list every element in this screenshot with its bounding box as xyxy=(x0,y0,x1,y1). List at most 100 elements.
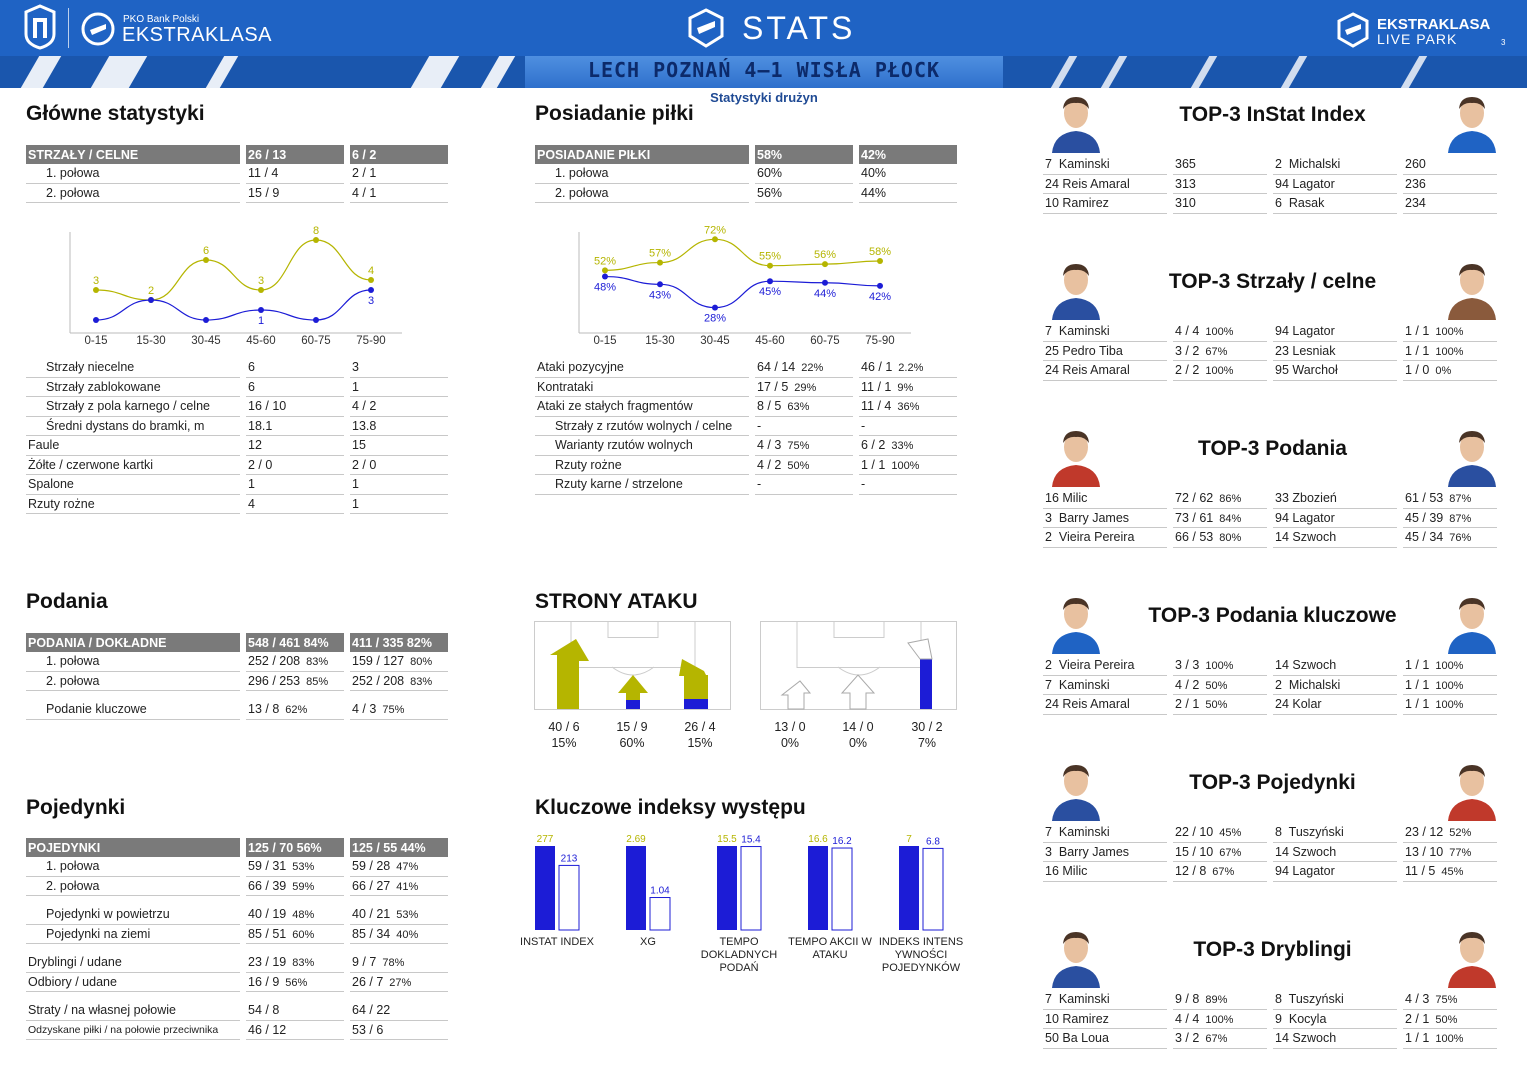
data-point xyxy=(767,278,773,285)
value-with-percent: - xyxy=(757,477,761,491)
point-label: 1 xyxy=(258,315,264,327)
value-with-percent: 54 / 8 xyxy=(248,1003,279,1017)
percent: 100% xyxy=(1435,699,1464,712)
value-with-percent: 66 / 53 80% xyxy=(1175,530,1241,544)
value-with-percent: 2 / 1 50% xyxy=(1405,1012,1457,1026)
table-row: Odzyskane piłki / na połowie przeciwnika… xyxy=(26,1021,448,1040)
player-name: 24 Reis Amaral xyxy=(1043,175,1167,194)
player-name: 50 Ba Loua xyxy=(1043,1029,1167,1049)
away-player-photo xyxy=(1448,765,1496,821)
main-stats-details-table: Strzały niecelne 6 3 Strzały zablokowane 6 1 S… xyxy=(26,358,448,514)
table-row: Rzuty karne / strzelone - - xyxy=(535,475,957,495)
table-row: Kontrataki 17 / 5 29% 11 / 1 9% xyxy=(535,378,957,397)
duels-title: Pojedynki xyxy=(26,796,126,819)
value: 40 / 21 xyxy=(352,907,391,922)
player-value: 1 / 1 100% xyxy=(1403,342,1497,361)
gap-cell xyxy=(246,691,344,700)
row-label: Straty / na własnej połowie xyxy=(26,1001,240,1021)
value-with-percent: 11 / 5 45% xyxy=(1405,864,1463,878)
away-value-label: 6.8 xyxy=(926,836,940,847)
value: 4 / 3 xyxy=(757,438,782,453)
home-value: 4 xyxy=(246,495,344,514)
data-point xyxy=(203,317,209,323)
key-indices-title: Kluczowe indeksy występu xyxy=(535,796,806,819)
player-name: 16 Milic xyxy=(1043,489,1167,509)
data-point xyxy=(657,281,663,288)
cell-spacer xyxy=(344,145,350,164)
data-point xyxy=(93,317,99,323)
player-value: 61 / 53 87% xyxy=(1403,489,1497,509)
value-with-percent: 59 / 28 47% xyxy=(352,859,418,873)
value-with-percent: 4 / 2 50% xyxy=(1175,678,1227,692)
value: 9 / 7 xyxy=(352,955,377,970)
home-value: 17 / 5 29% xyxy=(755,378,853,397)
attack-side-stat: 13 / 0 0% xyxy=(760,719,820,751)
x-tick-label: 45-60 xyxy=(246,335,275,347)
gap-cell xyxy=(246,896,344,905)
value-with-percent: 4 / 3 75% xyxy=(352,702,404,716)
table-row: Żółte / czerwone kartki 2 / 0 2 / 0 xyxy=(26,456,448,475)
passes-table: PODANIA / DOKŁADNE 548 / 461 84% 411 / 335… xyxy=(26,633,448,720)
player-hair xyxy=(1063,264,1089,276)
value: 159 / 127 xyxy=(352,654,405,669)
player-name: 16 Milic xyxy=(1043,862,1167,882)
attack-side-stat: 14 / 0 0% xyxy=(828,719,888,751)
away-value: 53 / 6 xyxy=(350,1021,448,1040)
gap-cell xyxy=(246,944,344,953)
away-bar xyxy=(922,847,944,931)
header-label: POSIADANIE PIŁKI xyxy=(535,145,749,164)
away-bar xyxy=(558,864,580,931)
percent: 80% xyxy=(1219,532,1242,545)
player-name: 23 Lesniak xyxy=(1273,342,1397,361)
row-label: Strzały z pola karnego / celne xyxy=(26,397,240,417)
home-value: 252 / 208 83% xyxy=(246,652,344,672)
value: 72 / 62 xyxy=(1175,491,1214,506)
attack-percent: 15% xyxy=(551,736,577,750)
home-player-photo xyxy=(1052,97,1100,153)
header-away: 42% xyxy=(859,145,957,164)
sponsor-label: PKO Bank Polski xyxy=(123,14,200,25)
table-row: 16 Milic 72 / 62 86% 33 Zbozień 61 / 53 87% xyxy=(1043,489,1497,509)
away-value: 59 / 28 47% xyxy=(350,857,448,877)
x-tick-label: 15-30 xyxy=(136,335,165,347)
away-right-attack-arrow xyxy=(907,638,933,660)
player-name: 24 Kolar xyxy=(1273,695,1397,715)
value: 17 / 5 xyxy=(757,379,789,394)
away-value: 4 / 3 75% xyxy=(350,700,448,720)
value-with-percent: 59 / 31 53% xyxy=(248,859,314,873)
value: 2 / 1 xyxy=(1405,1011,1430,1026)
table-row: 50 Ba Loua 3 / 2 67% 14 Szwoch 1 / 1 100% xyxy=(1043,1029,1497,1049)
percent: 27% xyxy=(389,976,412,989)
player-name: 7 Kaminski xyxy=(1043,823,1167,843)
header-away: 411 / 335 82% xyxy=(350,633,448,652)
home-player-photo xyxy=(1052,598,1100,654)
player-value: 45 / 34 76% xyxy=(1403,528,1497,548)
category-label-line: INDEKS INTENS xyxy=(878,936,964,948)
home-value: 66 / 39 59% xyxy=(246,877,344,896)
away-value-label: 15.4 xyxy=(741,835,761,846)
home-bar xyxy=(626,846,646,930)
player-name: 9 Kocyla xyxy=(1273,1010,1397,1029)
home-player-photo xyxy=(1052,932,1100,988)
player-face xyxy=(1064,766,1088,796)
row-label: Strzały niecelne xyxy=(26,358,240,378)
player-name: 24 Reis Amaral xyxy=(1043,695,1167,715)
percent: 47% xyxy=(396,861,419,874)
data-point xyxy=(767,262,773,269)
table-gap-row xyxy=(26,944,448,953)
percent: 100% xyxy=(1205,365,1234,378)
value-with-percent: 64 / 22 xyxy=(352,1003,390,1017)
player-name: 8 Tuszyński xyxy=(1273,823,1397,843)
player-name: 14 Szwoch xyxy=(1273,1029,1397,1049)
player-shirt xyxy=(1052,632,1100,654)
value: 4 / 4 xyxy=(1175,1011,1200,1026)
attack-side-stat: 15 / 9 60% xyxy=(602,719,662,751)
attack-percent: 15% xyxy=(687,736,713,750)
percent: 76% xyxy=(1449,532,1472,545)
row-label: Faule xyxy=(26,436,240,456)
category-label-line: TEMPO AKCII W xyxy=(788,936,872,948)
value-with-percent: 23 / 19 83% xyxy=(248,955,314,969)
away-value: 15 xyxy=(350,436,448,456)
away-value: 11 / 4 36% xyxy=(859,397,957,417)
x-tick-label: 60-75 xyxy=(810,335,839,347)
